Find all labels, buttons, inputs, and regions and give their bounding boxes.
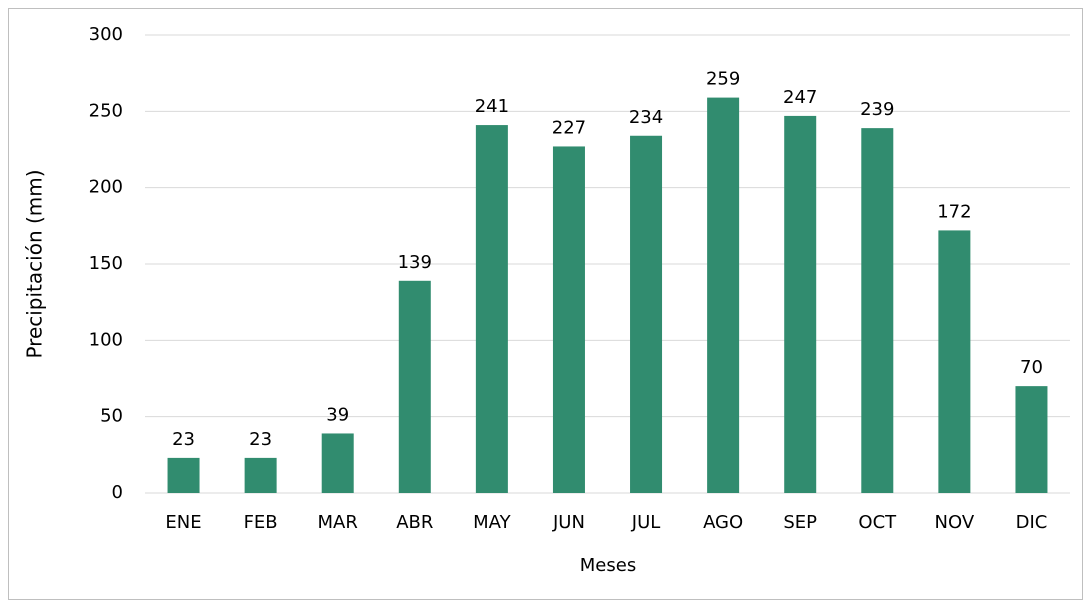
x-tick-label: ENE — [165, 512, 201, 533]
bar — [398, 280, 431, 493]
x-tick-label: MAY — [473, 512, 511, 533]
bar — [167, 457, 200, 493]
data-label: 23 — [249, 429, 272, 450]
bar — [630, 135, 663, 493]
data-label: 247 — [783, 87, 817, 108]
data-label: 172 — [937, 201, 971, 222]
bar — [1015, 386, 1048, 493]
data-label: 23 — [172, 429, 195, 450]
data-label: 241 — [475, 96, 509, 117]
y-tick-label: 150 — [89, 253, 123, 274]
bar — [475, 125, 508, 493]
bar — [552, 146, 585, 494]
x-tick-label: FEB — [244, 512, 278, 533]
x-tick-label: MAR — [318, 512, 358, 533]
x-axis-title: Meses — [580, 555, 636, 576]
x-tick-label: SEP — [783, 512, 817, 533]
data-label: 139 — [398, 252, 432, 273]
data-label: 39 — [326, 404, 349, 425]
data-label: 259 — [706, 69, 740, 90]
data-label: 239 — [860, 99, 894, 120]
data-label: 227 — [552, 117, 586, 138]
x-tick-label: NOV — [935, 512, 975, 533]
x-tick-label: JUL — [631, 512, 661, 533]
x-tick-label: JUN — [552, 512, 585, 533]
x-tick-label: OCT — [858, 512, 897, 533]
y-tick-label: 0 — [112, 482, 123, 503]
y-axis-title: Precipitación (mm) — [23, 169, 47, 358]
y-tick-label: 300 — [89, 24, 123, 45]
bar — [784, 115, 817, 493]
x-tick-label: ABR — [396, 512, 433, 533]
bar — [861, 128, 894, 494]
x-tick-label: AGO — [703, 512, 743, 533]
y-tick-label: 100 — [89, 329, 123, 350]
chart-border — [8, 8, 1083, 600]
data-label: 70 — [1020, 357, 1043, 378]
data-label: 234 — [629, 107, 663, 128]
y-tick-label: 50 — [100, 406, 123, 427]
y-tick-label: 250 — [89, 100, 123, 121]
bar — [321, 433, 354, 493]
bar — [938, 230, 971, 493]
bar — [244, 457, 277, 493]
x-tick-label: DIC — [1016, 512, 1048, 533]
bar — [707, 97, 740, 494]
y-tick-label: 200 — [89, 177, 123, 198]
